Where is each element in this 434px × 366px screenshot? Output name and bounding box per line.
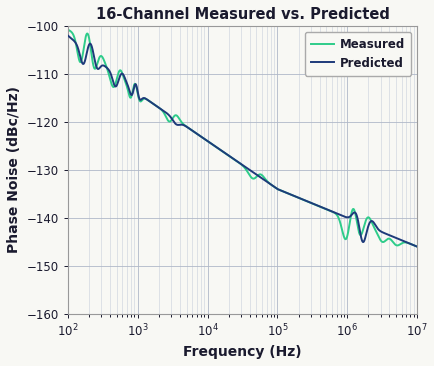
Predicted [214,145,219,150]
Measured [65,27,70,32]
Legend: Measured, Predicted: Measured, Predicted [304,32,411,75]
Predicted [65,33,70,38]
Measured [125,90,131,94]
Predicted [369,219,375,224]
Measured [199,135,204,139]
Line: Predicted: Predicted [68,36,416,247]
Measured [105,68,110,72]
Measured [407,242,412,246]
Predicted [199,135,204,139]
Y-axis label: Phase Noise (dBc/Hz): Phase Noise (dBc/Hz) [7,86,21,253]
X-axis label: Frequency (Hz): Frequency (Hz) [183,345,301,359]
Measured [214,145,219,150]
Measured [369,222,375,227]
Predicted [105,66,110,71]
Title: 16-Channel Measured vs. Predicted: 16-Channel Measured vs. Predicted [95,7,388,22]
Predicted [414,244,419,249]
Predicted [125,85,131,89]
Measured [414,244,419,249]
Line: Measured: Measured [68,30,416,247]
Predicted [407,242,412,246]
